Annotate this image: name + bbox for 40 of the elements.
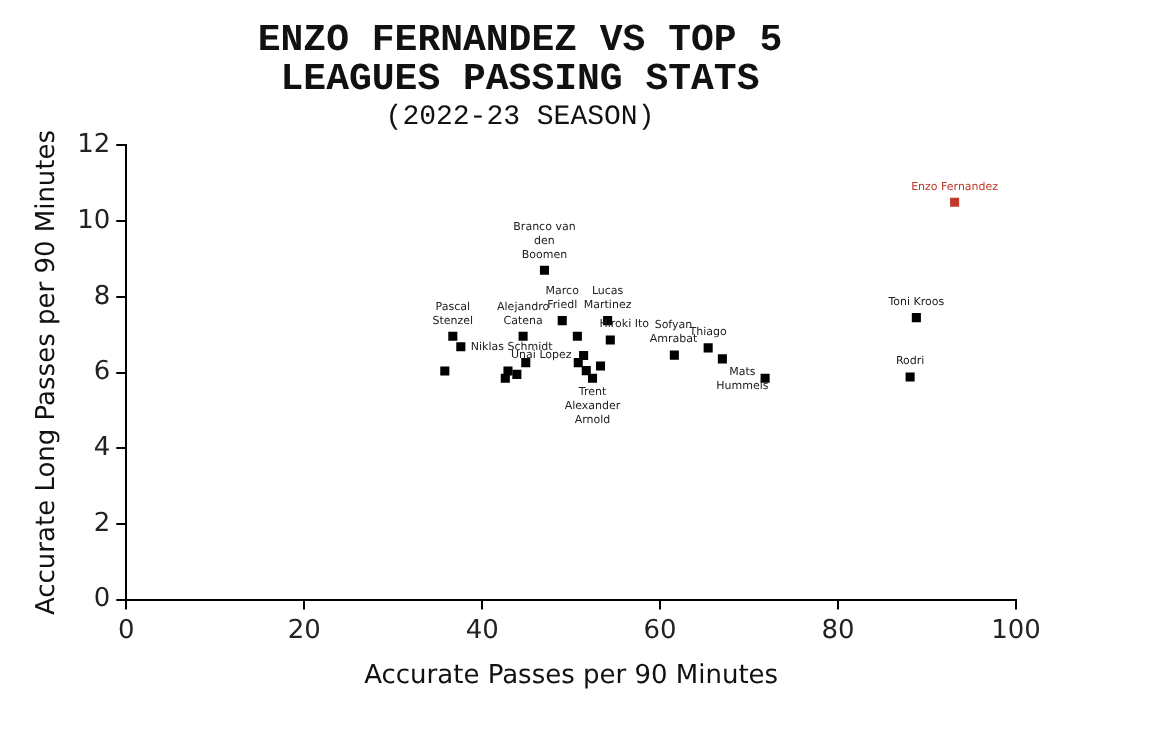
point (503, 366, 513, 376)
y-tick-label: 12 (77, 130, 111, 161)
chart-subtitle: (2022-23 SEASON) (385, 102, 655, 135)
point (440, 366, 450, 376)
y-tick-label: 0 (93, 584, 111, 615)
chart-title: ENZO FERNANDEZ VS TOP 5 LEAGUES PASSING STATS (257, 17, 783, 102)
point (950, 197, 960, 207)
point (539, 265, 549, 275)
y-tick-label: 10 (77, 205, 111, 236)
point (703, 343, 713, 353)
point (521, 358, 531, 368)
x-tick-label: 0 (118, 615, 135, 646)
point (448, 331, 458, 341)
y-axis-title: Accurate Long Passes per 90 Minutes (32, 129, 63, 616)
point (717, 354, 727, 364)
x-axis-title: Accurate Passes per 90 Minutes (364, 661, 779, 692)
point (557, 316, 567, 326)
point (911, 313, 921, 323)
point (500, 373, 510, 383)
point (512, 369, 522, 379)
y-tick-label: 6 (93, 357, 111, 388)
point (518, 331, 528, 341)
point (456, 342, 466, 352)
x-tick-label: 80 (821, 615, 855, 646)
x-tick-label: 20 (287, 615, 321, 646)
x-tick-label: 100 (991, 615, 1041, 646)
x-tick-label: 40 (465, 615, 499, 646)
point (579, 350, 589, 360)
point (595, 361, 606, 371)
point (669, 350, 679, 360)
x-tick-label: 60 (643, 615, 677, 646)
point (587, 373, 598, 383)
point (572, 331, 582, 341)
y-tick-label: 2 (93, 508, 111, 539)
point (581, 366, 591, 376)
y-tick-label: 8 (93, 281, 111, 312)
point (573, 358, 583, 368)
point (905, 372, 915, 382)
point (605, 335, 615, 345)
y-tick-label: 4 (93, 432, 111, 463)
